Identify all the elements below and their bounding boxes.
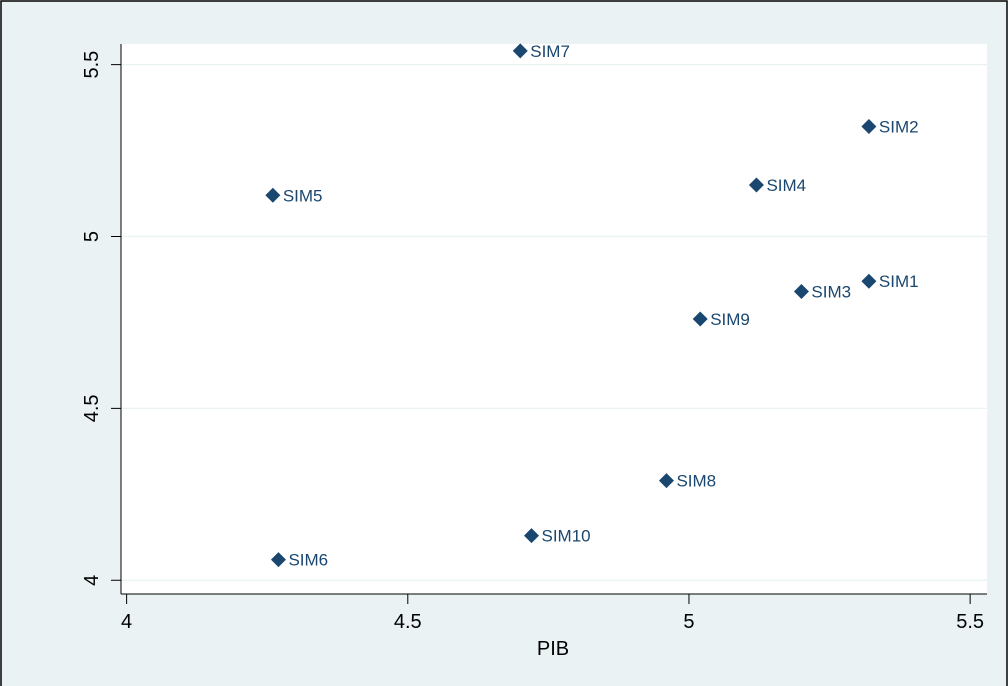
point-label: SIM8	[676, 472, 716, 491]
diamond-marker	[270, 552, 286, 568]
x-axis-ticks: 4 4.5 5 5.5	[121, 594, 984, 633]
x-tick-label-1: 4.5	[394, 611, 422, 633]
diamond-marker	[265, 187, 281, 203]
point-label: SIM10	[542, 527, 591, 546]
diamond-marker	[524, 528, 540, 544]
point-sim5: SIM5	[265, 186, 323, 205]
point-sim8: SIM8	[658, 472, 716, 491]
y-tick-label-3: 5.5	[81, 51, 103, 79]
point-label: SIM2	[879, 118, 919, 137]
diamond-marker	[658, 473, 674, 489]
data-points: SIM1 SIM2 SIM3 SIM4 SIM5 SIM6 SIM7 SIM8 SIM9 SIM1…	[265, 42, 919, 570]
point-sim10: SIM10	[524, 527, 591, 546]
point-label: SIM9	[710, 310, 750, 329]
x-tick-label-2: 5	[683, 611, 694, 633]
point-label: SIM1	[879, 272, 919, 291]
point-sim3: SIM3	[793, 283, 851, 302]
y-axis-ticks: 4 4.5 5 5.5	[81, 51, 121, 586]
diamond-marker	[692, 311, 708, 327]
point-label: SIM3	[811, 283, 851, 302]
point-label: SIM7	[530, 42, 570, 61]
diamond-marker	[861, 273, 877, 289]
y-tick-label-0: 4	[81, 575, 103, 586]
x-axis-title: PIB	[537, 638, 569, 660]
diamond-marker	[793, 284, 809, 299]
x-tick-label-0: 4	[121, 611, 132, 633]
diamond-marker	[512, 43, 528, 59]
diamond-marker	[748, 177, 764, 193]
diamond-marker	[861, 119, 877, 134]
point-sim9: SIM9	[692, 310, 750, 329]
point-sim2: SIM2	[861, 118, 919, 137]
grid-lines	[121, 64, 987, 581]
axes	[120, 44, 987, 595]
point-sim1: SIM1	[861, 272, 919, 291]
point-label: SIM4	[766, 176, 806, 195]
x-tick-label-3: 5.5	[956, 611, 984, 633]
y-tick-label-2: 5	[81, 231, 103, 242]
plot-area	[121, 44, 987, 594]
point-label: SIM5	[283, 186, 323, 205]
y-tick-label-1: 4.5	[81, 394, 103, 422]
point-sim4: SIM4	[748, 176, 806, 195]
point-sim6: SIM6	[270, 551, 328, 570]
point-label: SIM6	[288, 551, 328, 570]
point-sim7: SIM7	[512, 42, 570, 61]
